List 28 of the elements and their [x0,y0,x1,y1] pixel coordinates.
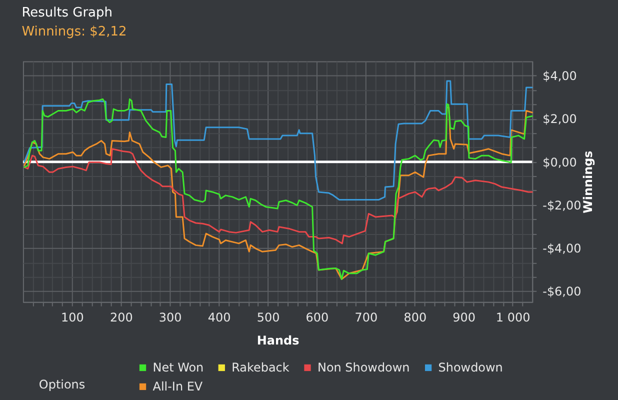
y-axis-title: Winnings [581,150,596,214]
chart-title: Results Graph [22,5,112,20]
x-tick-label: 700 [354,310,378,324]
legend-label: Rakeback [232,360,290,375]
legend-label: Non Showdown [317,360,410,375]
x-tick-label: 800 [404,310,427,324]
x-axis-title: Hands [256,333,300,348]
y-tick-label: -$2,00 [542,198,582,212]
x-tick-label: 1 000 [496,310,530,324]
chart-subtitle: Winnings: $2,12 [22,24,127,40]
x-tick-label: 900 [452,310,476,324]
legend-label: Net Won [152,360,204,375]
y-tick-label: $0,00 [542,155,577,170]
x-tick-label: 600 [306,310,329,324]
line-series [24,80,533,200]
x-tick-label: 400 [208,310,231,324]
x-tick-label: 500 [256,310,280,324]
line-series [24,148,533,244]
y-tick-label: $4,00 [542,69,577,84]
legend-label: Showdown [438,360,503,375]
y-tick-label: -$6,00 [542,284,582,299]
legend-label: All-In EV [152,380,204,394]
y-tick-label: $2,00 [542,112,577,126]
x-tick-label: 100 [60,310,84,324]
x-tick-label: 200 [110,310,133,324]
x-tick-label: 300 [158,310,182,324]
y-tick-label: -$4,00 [542,241,582,256]
text: Options [38,378,86,392]
